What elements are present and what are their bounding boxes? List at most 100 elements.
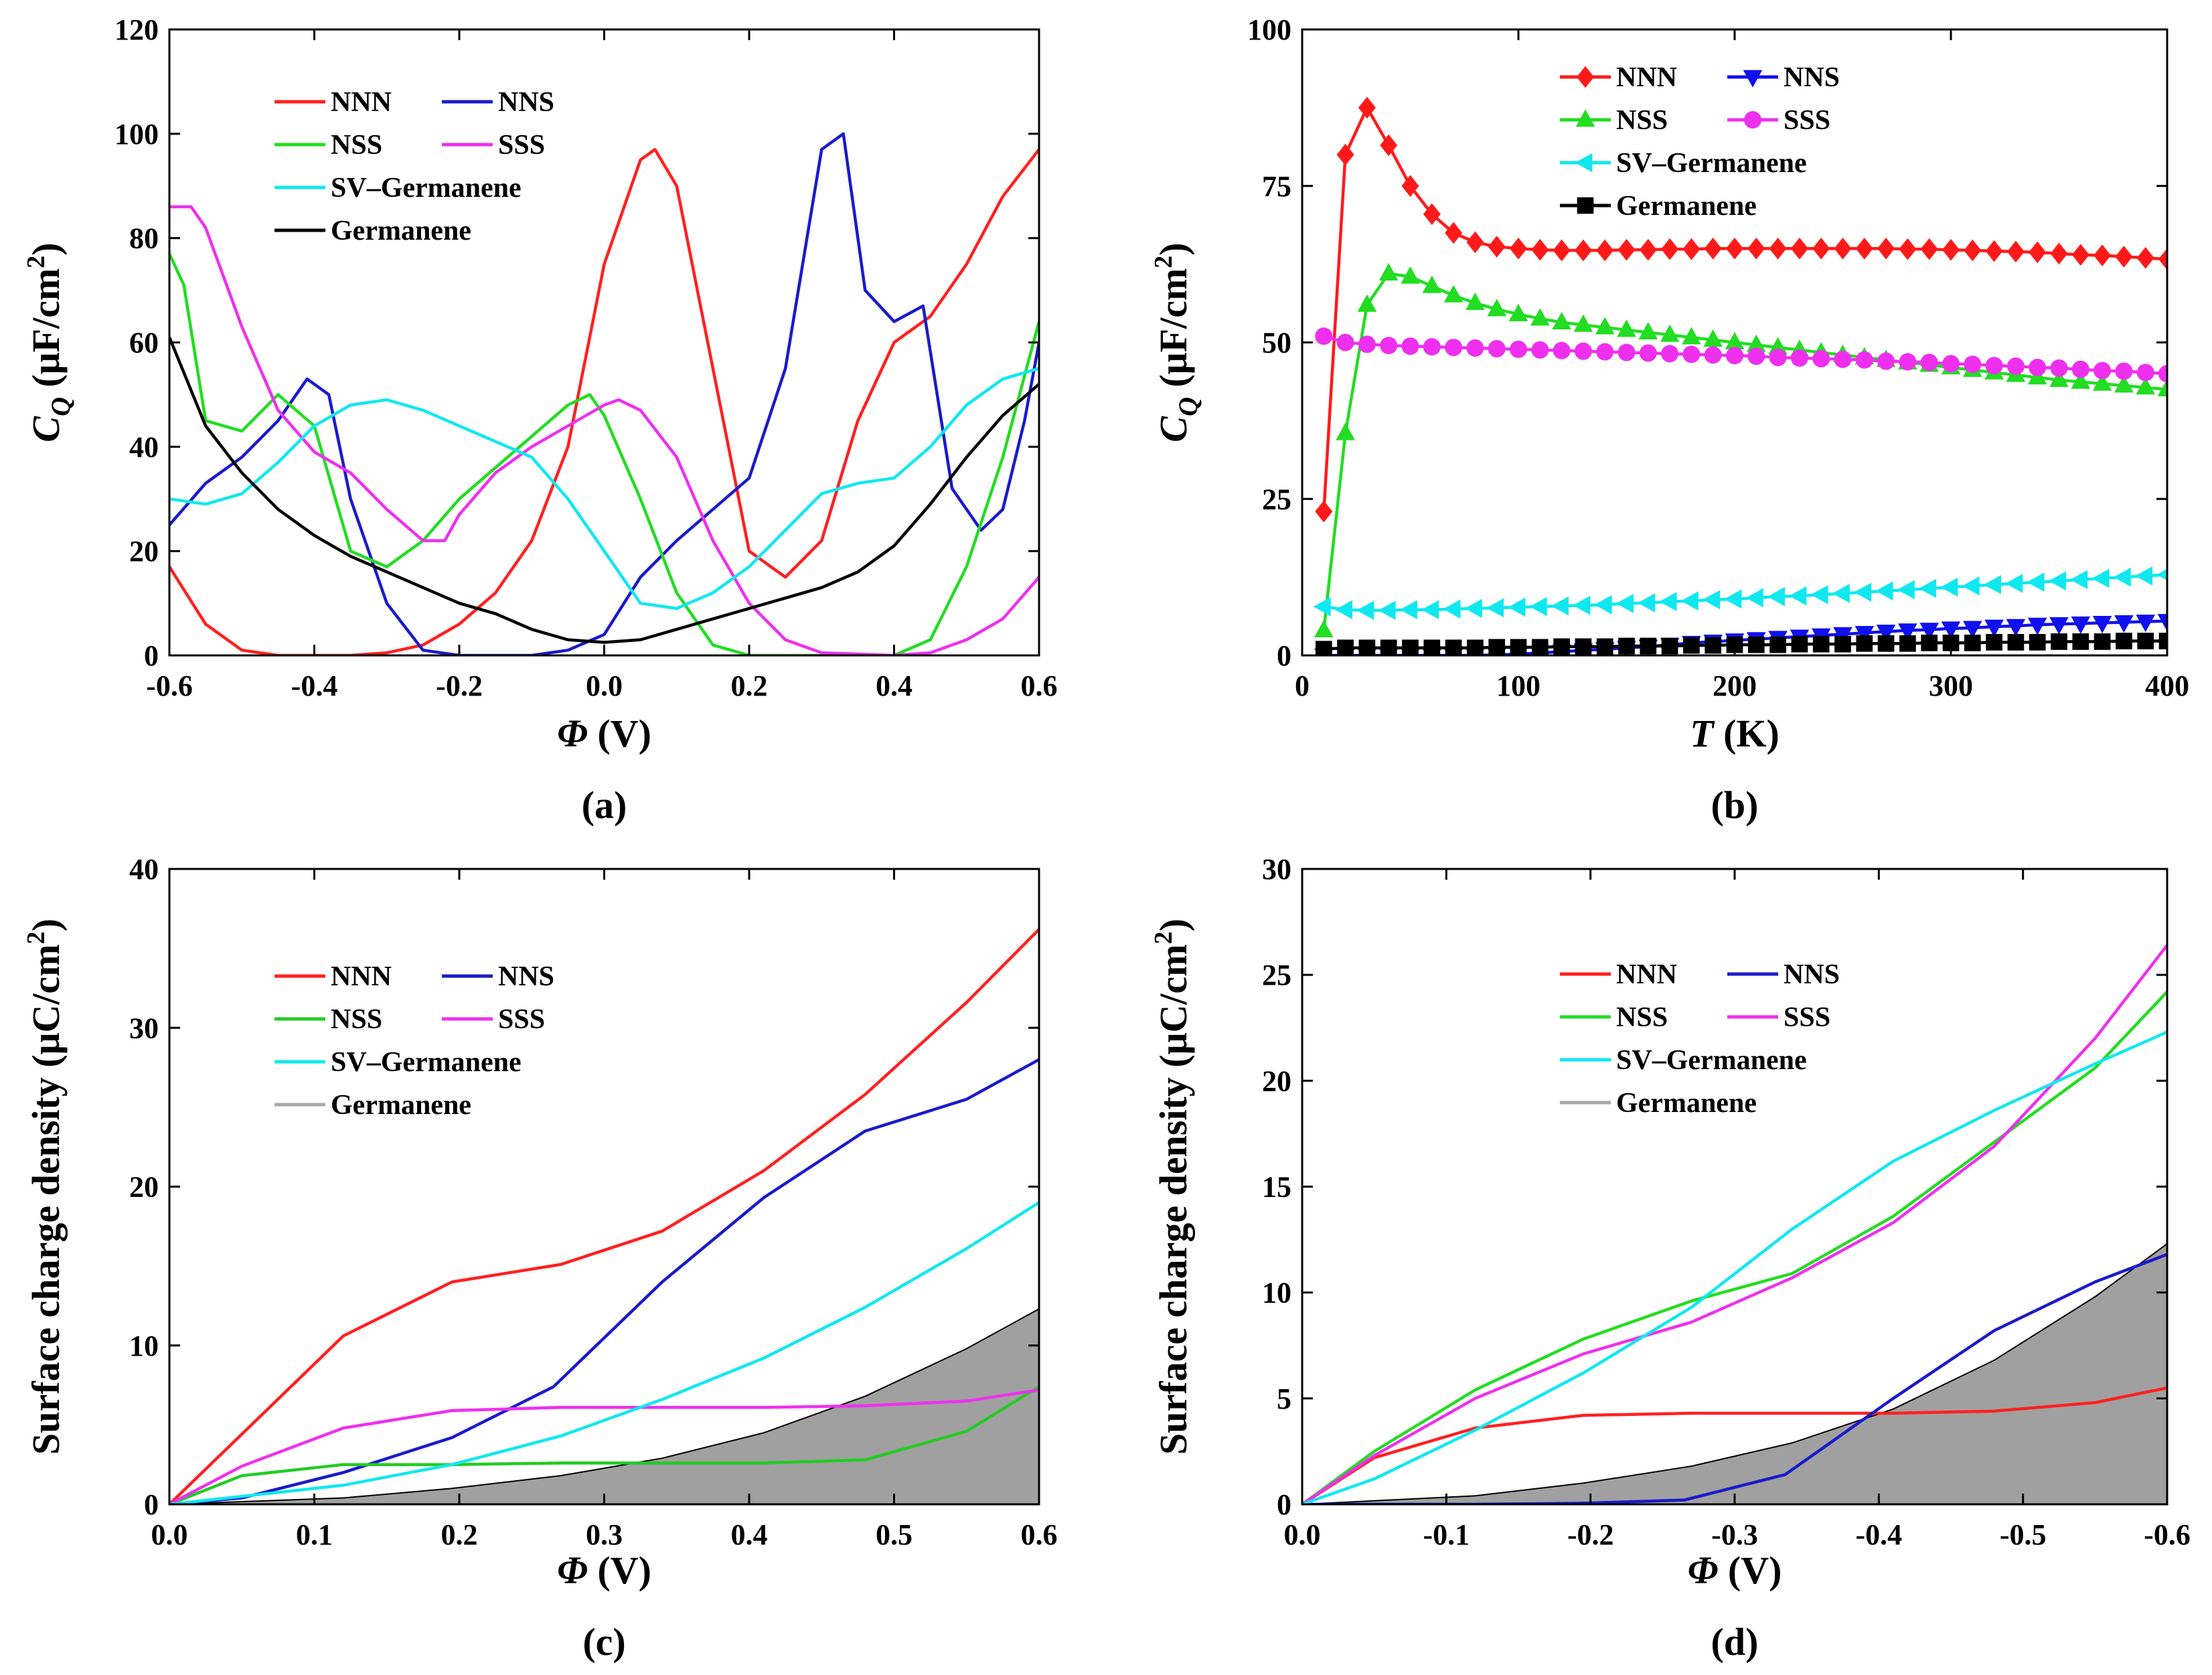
data-point-nns xyxy=(2006,619,2026,637)
series-line-germanene xyxy=(1324,639,2167,651)
data-point-nss xyxy=(2071,371,2091,389)
data-point-germanene xyxy=(1856,635,1873,652)
legend-item-germanene: Germanene xyxy=(1560,191,1757,222)
x-tick-label: -0.1 xyxy=(1423,1518,1470,1551)
legend-item-sss: SSS xyxy=(1727,1002,1830,1033)
data-point-nnn xyxy=(1920,238,1938,260)
data-point-nns xyxy=(1898,623,1917,641)
data-point-sv-germanene xyxy=(1594,594,1612,615)
data-point-nnn xyxy=(1855,238,1873,260)
data-point-nss xyxy=(1595,317,1615,335)
data-point-sss xyxy=(2094,362,2112,380)
data-point-nnn xyxy=(1445,222,1463,244)
data-point-sv-germanene xyxy=(1680,591,1698,611)
series-area-germanene xyxy=(169,1308,1039,1504)
data-point-nss xyxy=(1487,299,1506,317)
data-point-sss xyxy=(2050,359,2068,377)
data-point-nnn xyxy=(1812,238,1830,260)
data-point-nss xyxy=(1378,263,1399,281)
data-point-nns xyxy=(1963,621,1982,639)
y-tick-label: 40 xyxy=(129,430,159,463)
data-point-nnn xyxy=(1380,134,1398,157)
legend-label: NNN xyxy=(331,87,392,118)
data-point-nns xyxy=(2136,615,2155,633)
data-point-sss xyxy=(1920,353,1938,372)
chart-panel-a: -0.6 -0.4 -0.2 0.0 0.2 0.4 0.6 0 20 40 60 80 100 120 Φ… xyxy=(22,13,1058,827)
y-axis-title: Surface charge density (μC/cm2) xyxy=(22,919,68,1455)
data-point-sv-germanene xyxy=(1962,576,1980,596)
data-point-sv-germanene xyxy=(1724,589,1742,609)
legend-label: SV–Germanene xyxy=(1616,1045,1807,1076)
legend-marker xyxy=(1743,70,1763,88)
legend: NNN NNS NSS SSS SV–Germanene Germanene xyxy=(274,961,554,1121)
data-point-sss xyxy=(1445,338,1463,356)
data-point-sss xyxy=(1812,349,1830,368)
data-point-nss xyxy=(1573,314,1593,332)
data-point-nnn xyxy=(1682,238,1701,260)
data-point-germanene xyxy=(1553,638,1570,655)
data-point-sv-germanene xyxy=(1832,584,1850,603)
data-point-nns xyxy=(2114,615,2134,633)
legend-item-sv-germanene: SV–Germanene xyxy=(274,173,522,204)
series-line-nns xyxy=(169,1058,1039,1504)
data-point-sss xyxy=(1401,337,1419,355)
data-point-germanene xyxy=(1596,638,1613,655)
data-point-sv-germanene xyxy=(1486,598,1504,618)
data-point-nnn xyxy=(1704,238,1722,260)
legend-item-germanene: Germanene xyxy=(274,216,471,246)
series-line-germanene xyxy=(169,336,1039,644)
y-tick-label: 100 xyxy=(114,118,159,151)
data-point-nnn xyxy=(1877,238,1895,260)
x-tick-label: -0.5 xyxy=(2000,1518,2047,1551)
x-tick-label: -0.2 xyxy=(436,669,483,702)
data-point-germanene xyxy=(1921,634,1938,651)
data-point-nss xyxy=(2049,370,2069,387)
data-point-sss xyxy=(1726,347,1743,365)
legend-item-nns: NNS xyxy=(1727,62,1840,93)
data-point-germanene xyxy=(1791,635,1808,653)
data-point-nss xyxy=(1530,308,1550,326)
data-point-nnn xyxy=(1510,238,1527,260)
data-point-nss xyxy=(1401,266,1420,284)
series-line-sss xyxy=(1323,334,2167,376)
plot-area xyxy=(1313,96,2167,655)
x-tick-label: 0.0 xyxy=(586,669,623,702)
x-axis-title: Φ (V) xyxy=(557,1548,651,1592)
data-point-nnn xyxy=(2115,246,2133,268)
legend-label: SSS xyxy=(498,1004,545,1035)
data-point-nnn xyxy=(1466,231,1484,254)
data-point-nns xyxy=(2071,616,2091,634)
data-point-nns xyxy=(2027,617,2047,635)
legend-label: NNN xyxy=(1616,959,1677,990)
data-point-germanene xyxy=(2029,634,2046,651)
data-point-sv-germanene xyxy=(1573,595,1591,615)
legend-label: NSS xyxy=(331,130,382,161)
x-tick-label: 0.2 xyxy=(731,669,768,702)
x-tick-label: 200 xyxy=(1713,669,1757,702)
data-point-nnn xyxy=(1336,143,1354,166)
x-tick-label: 300 xyxy=(1929,669,1973,702)
data-point-sv-germanene xyxy=(1378,601,1396,620)
data-point-nss xyxy=(1768,337,1788,355)
y-tick-label: 20 xyxy=(129,535,159,568)
legend-item-nss: NSS xyxy=(1560,1002,1668,1033)
legend-label: Germanene xyxy=(1616,1088,1757,1119)
data-point-germanene xyxy=(1899,635,1916,652)
data-point-nss xyxy=(1725,331,1745,349)
x-tick-label: -0.4 xyxy=(291,669,338,702)
data-point-sss xyxy=(1834,350,1852,368)
data-point-nnn xyxy=(1661,238,1679,260)
legend-marker xyxy=(1577,197,1594,214)
legend-item-sss: SSS xyxy=(442,130,545,161)
series-line-nnn xyxy=(169,147,1039,655)
series-line-sss xyxy=(169,1388,1039,1504)
series-line-sv-germanene xyxy=(1302,1030,2167,1504)
data-point-germanene xyxy=(1575,638,1592,655)
y-tick-label: 120 xyxy=(114,13,159,46)
data-point-sss xyxy=(1358,335,1376,353)
data-point-sv-germanene xyxy=(1703,590,1721,610)
y-tick-label: 20 xyxy=(1262,1064,1291,1097)
data-point-sss xyxy=(1531,341,1549,359)
axes-frame xyxy=(168,28,1040,657)
data-point-nss xyxy=(1443,285,1464,303)
